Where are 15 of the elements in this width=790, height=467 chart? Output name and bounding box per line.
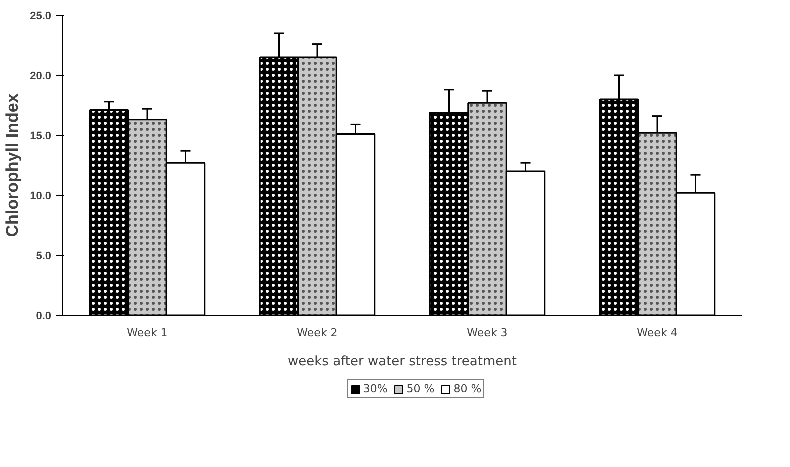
y-axis-title: Chlorophyll Index: [3, 93, 22, 238]
y-tick-label: 5.0: [36, 250, 52, 262]
y-tick-label: 0.0: [36, 310, 52, 322]
x-tick-label: Week 3: [467, 326, 508, 340]
y-tick-label: 15.0: [30, 130, 52, 142]
y-tick-label: 20.0: [30, 70, 52, 82]
x-tick-label: Week 4: [637, 326, 678, 340]
x-axis-title: weeks after water stress treatment: [288, 354, 517, 370]
legend-label: 80 %: [454, 382, 482, 396]
legend-label: 30%: [363, 382, 388, 396]
y-tick-label: 10.0: [30, 190, 52, 202]
y-tick-label: 25.0: [30, 10, 52, 22]
x-tick-label: Week 2: [297, 326, 338, 340]
legend-label: 50 %: [406, 382, 435, 396]
x-tick-label: Week 1: [127, 326, 168, 340]
